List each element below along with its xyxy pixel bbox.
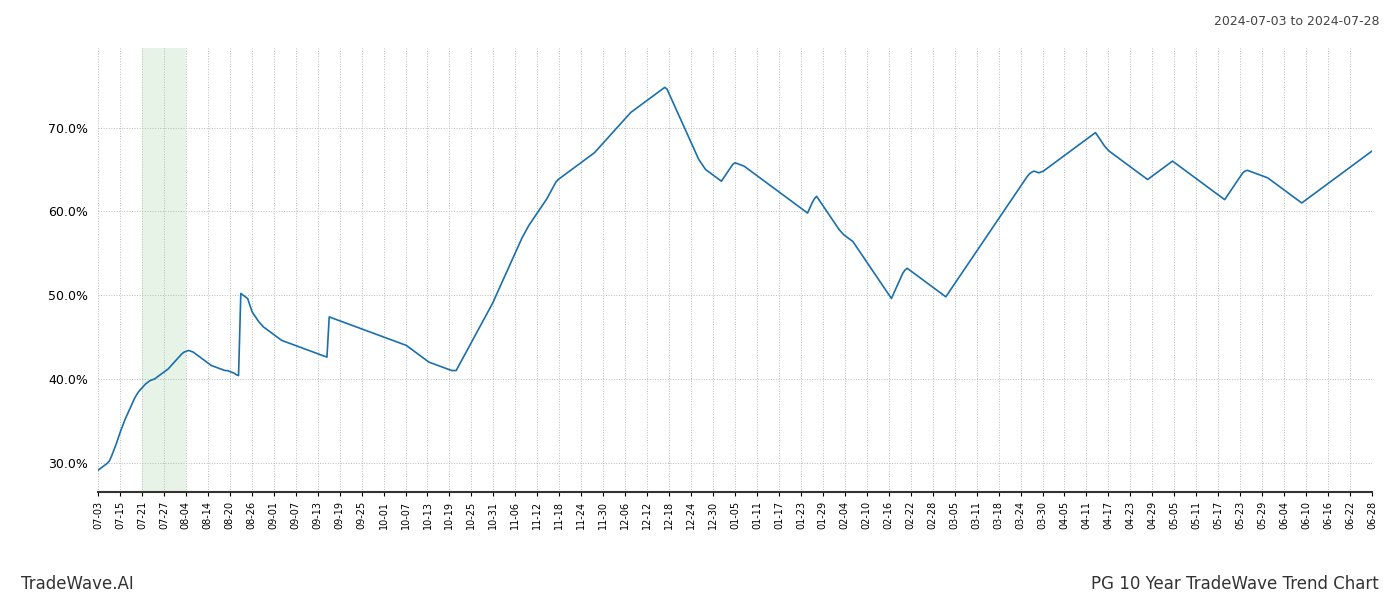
Text: TradeWave.AI: TradeWave.AI bbox=[21, 575, 134, 593]
Text: PG 10 Year TradeWave Trend Chart: PG 10 Year TradeWave Trend Chart bbox=[1091, 575, 1379, 593]
Text: 2024-07-03 to 2024-07-28: 2024-07-03 to 2024-07-28 bbox=[1214, 15, 1379, 28]
Bar bbox=[141, 48, 186, 492]
